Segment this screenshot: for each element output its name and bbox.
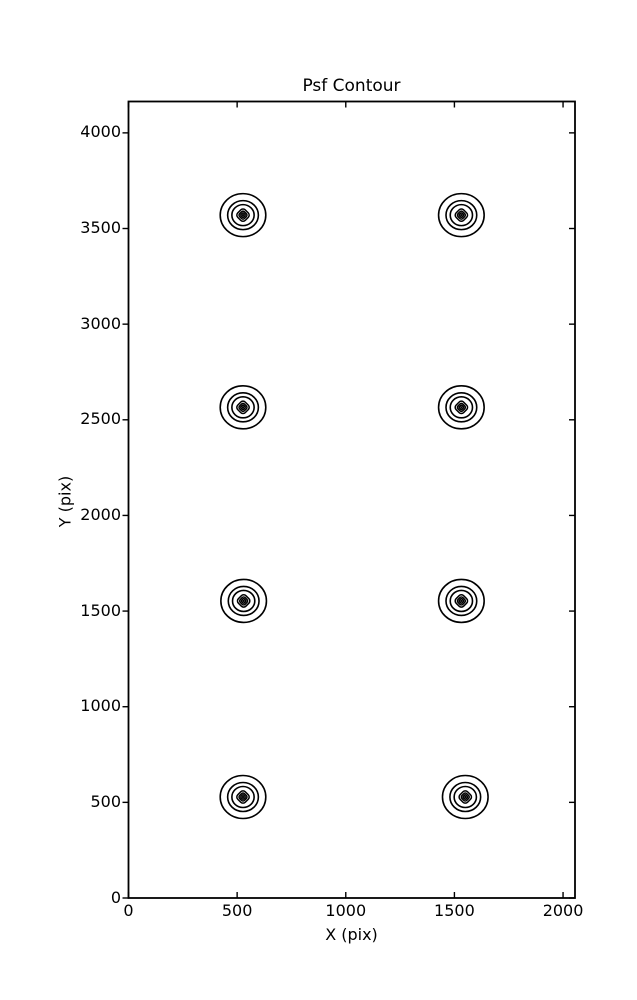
contour-peak-dot <box>460 406 463 409</box>
x-tick-label: 500 <box>221 901 253 920</box>
y-tick-label: 500 <box>90 791 121 811</box>
y-tick-label: 0 <box>110 887 121 907</box>
contour-ring <box>219 385 267 430</box>
contour-ring <box>238 792 248 802</box>
x-tick-label: 1500 <box>434 901 475 920</box>
contour-ring <box>458 598 465 604</box>
contour-ring <box>231 785 255 809</box>
axes-frame <box>127 100 576 899</box>
contour-ring <box>437 385 485 430</box>
contour-ring <box>456 210 467 220</box>
contour-ring <box>456 402 467 413</box>
contour-ring <box>437 578 485 624</box>
y-tick-label: 1500 <box>80 600 121 620</box>
contour-ring <box>460 792 470 802</box>
x-tick-label: 2000 <box>542 901 584 920</box>
contour-ring <box>231 589 256 613</box>
contour-ring <box>454 400 469 415</box>
x-tick-label: 1000 <box>325 901 367 920</box>
contour-ring <box>458 404 465 411</box>
y-tick-label: 2000 <box>80 504 121 524</box>
contour-ring <box>236 594 251 608</box>
contour-peak-dot <box>242 599 245 603</box>
contour-ring <box>449 781 482 813</box>
contour-peak-dot <box>464 795 467 799</box>
contour-ring <box>219 774 267 820</box>
y-tick-label: 2500 <box>80 409 121 429</box>
y-tick-label: 3500 <box>80 218 121 237</box>
contour-peak-dot <box>241 406 245 409</box>
contour-ring <box>456 596 467 606</box>
contour-ring <box>219 192 267 238</box>
x-axis-label: X (pix) <box>325 925 378 944</box>
contour-ring <box>227 585 260 617</box>
contour-ring <box>445 585 478 617</box>
contour-peak-dot <box>460 214 463 217</box>
contour-ring <box>458 790 473 804</box>
y-tick-label: 1000 <box>80 696 121 716</box>
contour-ring <box>240 212 246 219</box>
contour-ring <box>240 404 246 411</box>
contour-ring <box>462 794 469 800</box>
contour-ring <box>226 781 260 813</box>
contour-peak-dot <box>241 214 245 217</box>
contour-ring <box>236 790 250 804</box>
contour-ring <box>437 192 485 238</box>
contour-ring <box>240 794 246 800</box>
contour-ring <box>231 396 255 419</box>
contour-ring <box>236 208 250 223</box>
contour-ring <box>449 203 474 227</box>
contour-ring <box>441 774 489 820</box>
contour-ring <box>453 785 478 809</box>
contour-ring <box>238 402 248 413</box>
contour-ring <box>449 396 474 419</box>
contour-ring <box>238 596 249 606</box>
contour-ring <box>445 199 478 231</box>
contour-ring <box>458 212 465 219</box>
contour-ring <box>238 210 248 220</box>
contour-ring <box>236 400 250 415</box>
contour-ring <box>226 199 260 231</box>
x-tick-label: 0 <box>123 901 134 920</box>
y-tick-label: 4000 <box>80 122 121 142</box>
chart-title: Psf Contour <box>302 76 401 96</box>
contour-ring <box>240 598 247 604</box>
contour-ring <box>220 578 268 624</box>
contour-ring <box>449 589 474 613</box>
contour-peak-dot <box>460 599 463 603</box>
contour-ring <box>454 208 469 223</box>
contour-ring <box>226 392 260 423</box>
contour-peak-dot <box>241 795 245 799</box>
y-axis-label: Y (pix) <box>55 475 75 528</box>
y-tick-label: 3000 <box>80 313 121 333</box>
contour-ring <box>231 203 255 227</box>
contour-ring <box>454 594 469 608</box>
contour-ring <box>445 392 478 423</box>
